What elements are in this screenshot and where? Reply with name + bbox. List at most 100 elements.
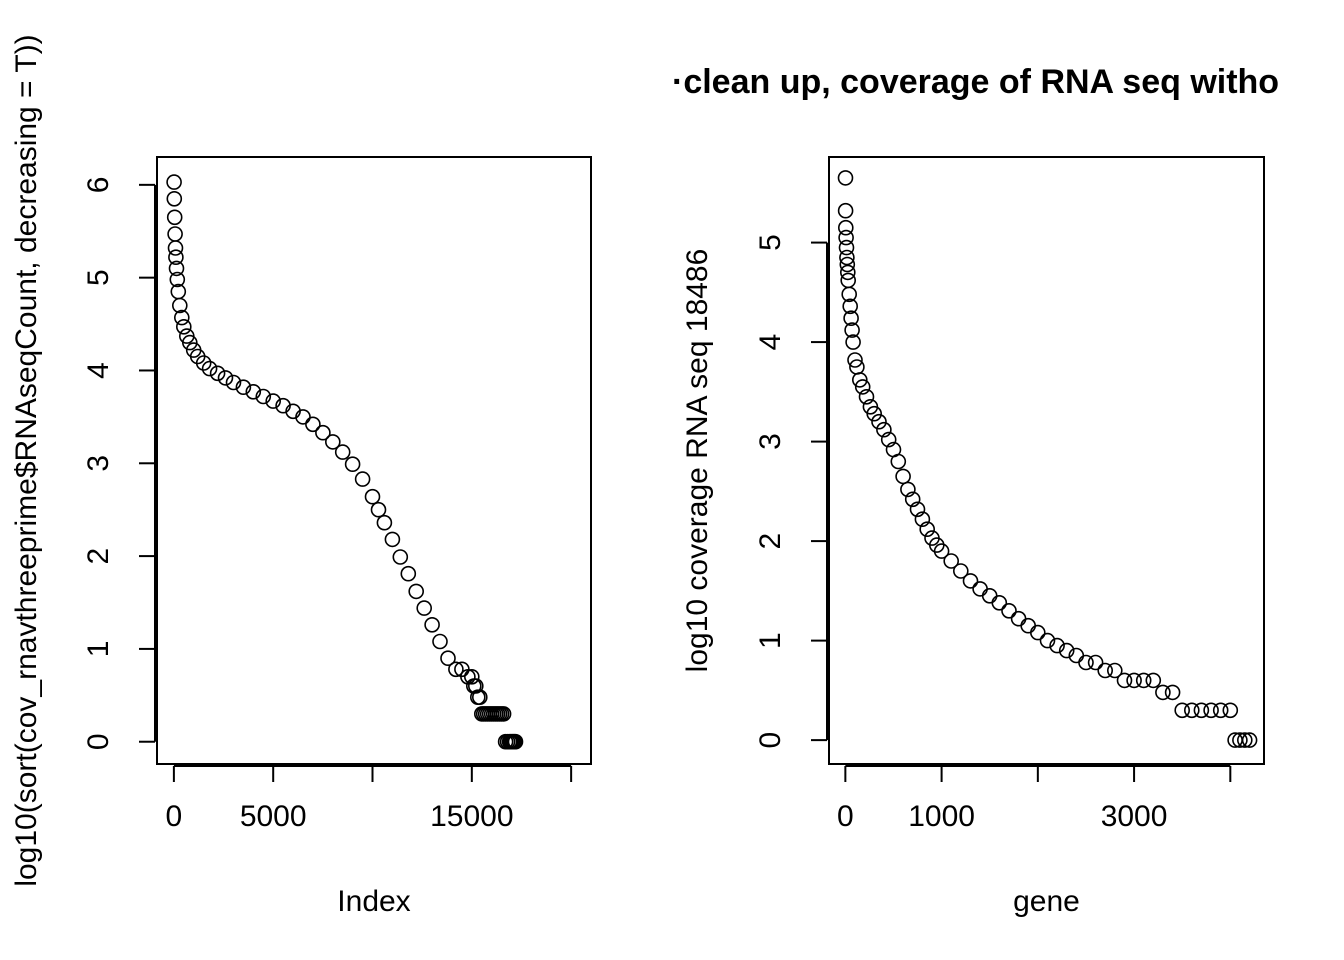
left-y-tick-label: 6 bbox=[82, 177, 115, 194]
left-plot-frame bbox=[156, 156, 592, 765]
right-data-point bbox=[972, 581, 988, 597]
left-y-tick-label: 2 bbox=[82, 548, 115, 565]
left-data-point bbox=[166, 209, 183, 226]
left-data-point bbox=[265, 393, 282, 409]
right-y-axis: 0 1 2 3 4 5 bbox=[754, 234, 828, 749]
left-data-point bbox=[315, 424, 331, 441]
left-data-point bbox=[168, 249, 184, 266]
left-data-point bbox=[235, 379, 252, 396]
right-data-point bbox=[1232, 732, 1248, 748]
right-data-point bbox=[1078, 654, 1094, 671]
right-data-point bbox=[981, 587, 998, 604]
right-data-point bbox=[952, 563, 969, 579]
right-data-point bbox=[1126, 672, 1142, 689]
right-data-point bbox=[1237, 732, 1253, 748]
left-data-point bbox=[172, 297, 188, 314]
left-data-point bbox=[463, 668, 480, 685]
right-data-point bbox=[1030, 624, 1046, 641]
left-data-point bbox=[167, 226, 183, 242]
right-y-tick-label: 5 bbox=[754, 234, 787, 251]
left-y-axis: 0 1 2 3 4 5 6 bbox=[82, 177, 156, 750]
left-data-point bbox=[507, 733, 524, 750]
right-x-axis: 0 1000 3000 bbox=[837, 765, 1232, 833]
right-y-tick-label: 3 bbox=[754, 433, 787, 450]
right-data-point bbox=[914, 511, 931, 528]
left-y-tick-label: 1 bbox=[82, 641, 115, 658]
right-data-point bbox=[1222, 702, 1239, 719]
left-data-point bbox=[408, 583, 425, 600]
left-data-point bbox=[201, 360, 218, 377]
right-y-tick-label: 4 bbox=[754, 334, 787, 351]
right-data-point bbox=[1020, 617, 1036, 634]
right-data-point bbox=[943, 553, 960, 569]
right-data-point bbox=[1184, 702, 1200, 719]
left-data-point bbox=[370, 501, 387, 518]
left-data-points bbox=[166, 174, 524, 750]
right-data-point bbox=[837, 219, 854, 236]
right-data-point bbox=[844, 322, 860, 338]
right-x-tick-label: 0 bbox=[837, 800, 854, 833]
right-y-tick-label: 2 bbox=[754, 533, 787, 550]
right-data-point bbox=[841, 286, 858, 303]
left-x-axis-label: Index bbox=[337, 885, 410, 918]
right-data-point bbox=[1049, 637, 1065, 654]
right-x-axis-label: gene bbox=[1013, 885, 1080, 918]
right-data-point bbox=[858, 388, 875, 405]
left-data-point bbox=[376, 514, 393, 531]
right-y-tick-label: 0 bbox=[754, 732, 787, 749]
right-data-point bbox=[1058, 642, 1075, 659]
left-data-point bbox=[166, 174, 182, 190]
right-data-point bbox=[919, 521, 936, 538]
right-data-point bbox=[962, 573, 979, 589]
right-data-point bbox=[866, 405, 883, 422]
right-data-point bbox=[839, 256, 856, 273]
right-data-point bbox=[1203, 702, 1219, 719]
left-data-point bbox=[255, 388, 272, 405]
right-data-point bbox=[900, 481, 916, 498]
right-data-point bbox=[1174, 702, 1190, 719]
right-data-point bbox=[1193, 702, 1210, 719]
left-data-point bbox=[167, 240, 184, 256]
right-data-point bbox=[1164, 684, 1181, 701]
left-data-point bbox=[182, 334, 198, 351]
left-data-point bbox=[416, 600, 433, 616]
left-data-point bbox=[217, 370, 234, 386]
left-scatter-plot: 0 5000 15000 0 1 2 3 4 5 6 Index log10(sort(cov_… bbox=[10, 34, 592, 918]
right-data-point bbox=[1241, 732, 1258, 748]
left-x-tick-label: 0 bbox=[166, 800, 183, 833]
right-data-point bbox=[840, 272, 857, 289]
left-data-point bbox=[471, 689, 488, 706]
left-data-point bbox=[169, 271, 186, 288]
right-data-point bbox=[854, 379, 871, 395]
right-plot-frame bbox=[828, 156, 1265, 765]
left-data-point bbox=[305, 416, 321, 433]
left-data-point bbox=[440, 650, 456, 667]
left-data-point bbox=[432, 633, 448, 650]
right-data-point bbox=[842, 298, 859, 315]
right-data-point bbox=[933, 543, 950, 559]
left-data-point bbox=[354, 471, 371, 487]
right-data-point bbox=[839, 264, 856, 281]
left-data-point bbox=[209, 365, 226, 382]
left-y-tick-label: 0 bbox=[82, 733, 115, 750]
left-data-point bbox=[245, 383, 262, 400]
right-data-point bbox=[838, 229, 854, 246]
right-data-point bbox=[1001, 602, 1017, 619]
right-data-point bbox=[1010, 610, 1027, 627]
left-x-axis: 0 5000 15000 bbox=[166, 765, 573, 833]
right-data-point bbox=[851, 372, 868, 388]
left-y-tick-label: 4 bbox=[82, 362, 115, 379]
right-data-point bbox=[839, 249, 855, 266]
right-data-point bbox=[991, 594, 1008, 611]
right-data-point bbox=[904, 491, 921, 508]
right-data-point bbox=[909, 501, 926, 518]
left-data-point bbox=[176, 318, 192, 335]
right-data-point bbox=[871, 413, 887, 430]
left-data-point bbox=[168, 260, 185, 277]
left-data-point bbox=[495, 706, 512, 722]
right-data-point bbox=[847, 352, 863, 368]
left-data-point bbox=[384, 531, 401, 548]
left-x-tick-label: 15000 bbox=[430, 800, 513, 833]
left-data-point bbox=[324, 434, 341, 450]
